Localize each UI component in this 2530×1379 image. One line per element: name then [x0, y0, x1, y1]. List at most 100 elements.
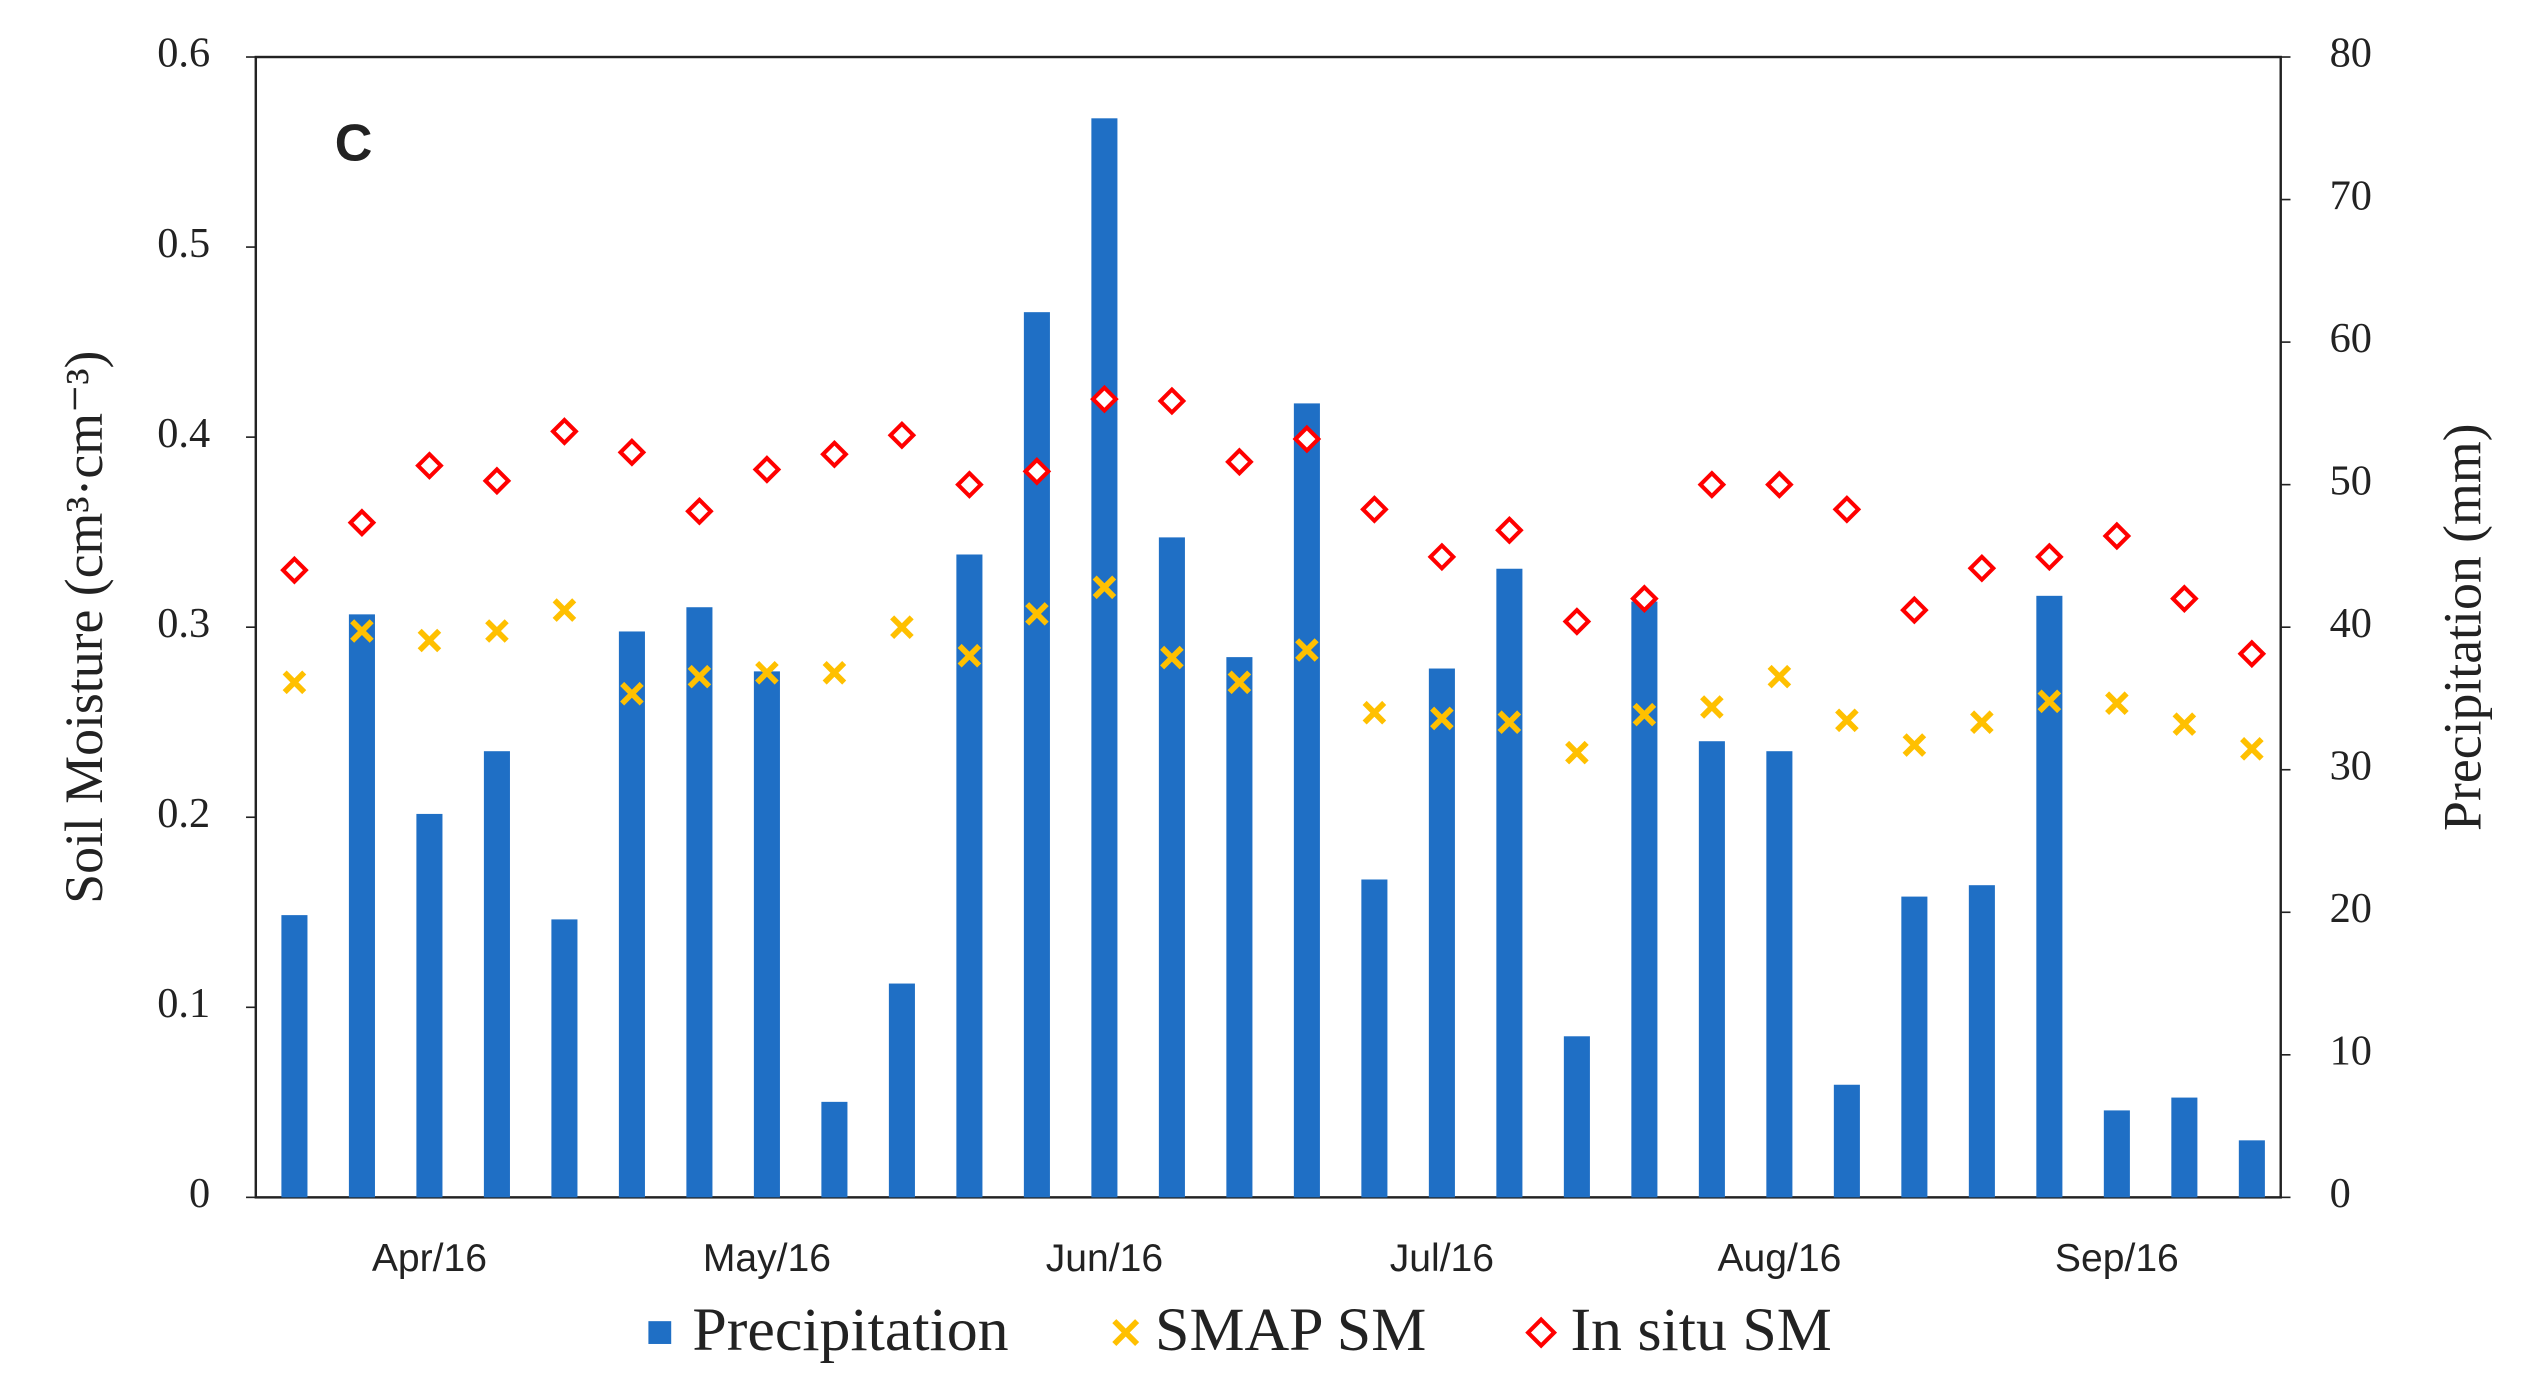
diamond-marker — [2035, 542, 2064, 572]
x-marker — [2240, 737, 2264, 761]
diamond-marker — [820, 439, 849, 469]
legend-swatch — [648, 1321, 672, 1344]
x-marker — [1902, 733, 1927, 757]
diamond-marker — [617, 438, 647, 467]
diamond-marker — [1630, 584, 1659, 613]
bar — [956, 554, 983, 1198]
bar — [2036, 595, 2063, 1198]
diamond-marker — [2170, 584, 2199, 613]
x-marker — [1565, 740, 1589, 765]
diamond-marker — [955, 470, 984, 499]
x-marker — [1970, 710, 1994, 735]
bar — [483, 751, 510, 1198]
bar — [2238, 1140, 2265, 1198]
diamond-marker — [1495, 515, 1524, 545]
y-tick-label: 0.5 — [157, 220, 210, 267]
bar — [416, 813, 443, 1198]
bar — [1361, 879, 1388, 1198]
y-tick-label: 0.6 — [157, 30, 210, 77]
y2-axis-title: Precipitation (mm) — [2432, 423, 2492, 831]
x-marker — [2105, 691, 2129, 716]
y2-tick-label: 70 — [2330, 172, 2372, 219]
bar — [1091, 118, 1118, 1198]
diamond-marker — [347, 508, 377, 537]
bar — [1833, 1084, 1860, 1198]
bar — [1698, 741, 1725, 1198]
bar — [2171, 1097, 2198, 1198]
x-marker — [822, 661, 847, 685]
y2-tick-label: 50 — [2330, 457, 2372, 504]
diamond-marker — [1022, 457, 1052, 486]
x-marker — [350, 619, 374, 643]
x-marker — [1092, 575, 1117, 600]
diamond-marker — [752, 455, 782, 484]
x-marker — [417, 628, 442, 653]
x-marker — [957, 643, 982, 668]
bar — [348, 614, 375, 1198]
y-tick-label: 0.3 — [157, 600, 210, 647]
x-marker — [1497, 710, 1522, 735]
bar — [1563, 1036, 1590, 1198]
diamond-marker — [1765, 470, 1794, 499]
diamond-marker — [1967, 553, 1997, 583]
x-marker — [1227, 670, 1252, 695]
diamond-marker — [550, 417, 579, 446]
x-marker — [1430, 706, 1454, 731]
bar — [1901, 896, 1928, 1198]
bar — [551, 919, 578, 1198]
y-tick-label: 0.2 — [157, 790, 210, 837]
bar — [821, 1101, 848, 1198]
legend-label: In situ SM — [1570, 1296, 1831, 1364]
x-marker — [485, 619, 509, 643]
x-tick-label: Apr/16 — [372, 1237, 487, 1280]
diamond-marker — [887, 420, 917, 450]
x-marker — [620, 681, 644, 706]
bar — [1158, 537, 1185, 1198]
diamond-marker — [1090, 384, 1119, 414]
diamond-marker — [280, 555, 309, 585]
bar — [1968, 885, 1995, 1198]
x-marker — [2172, 712, 2197, 736]
x-marker — [1160, 645, 1184, 670]
diamond-marker — [1292, 424, 1322, 454]
diamond-marker — [2237, 639, 2267, 669]
diamond-marker — [1697, 470, 1727, 499]
diamond-marker — [1157, 386, 1187, 416]
x-marker — [890, 615, 914, 639]
y2-tick-label: 40 — [2330, 600, 2372, 647]
legend-label: Precipitation — [692, 1296, 1008, 1364]
x-marker — [1362, 700, 1387, 725]
y-tick-label: 0 — [189, 1170, 210, 1217]
x-marker — [2037, 689, 2062, 714]
bar — [753, 671, 780, 1198]
x-marker — [687, 664, 712, 689]
diamond-marker — [1427, 542, 1457, 572]
x-marker — [1632, 702, 1657, 727]
y2-tick-label: 20 — [2330, 885, 2372, 932]
bar — [2103, 1110, 2130, 1198]
x-marker — [1025, 602, 1049, 626]
diamond-marker — [1900, 595, 1929, 625]
diamond-marker — [2102, 521, 2132, 551]
diamond-marker — [685, 496, 714, 526]
x-marker — [1835, 708, 1859, 733]
diamond-marker — [1832, 495, 1862, 524]
annotation: C — [335, 114, 373, 172]
bar — [281, 915, 308, 1198]
x-marker — [1700, 695, 1724, 719]
legend-swatch — [1525, 1316, 1558, 1349]
x-tick-label: Aug/16 — [1717, 1237, 1841, 1280]
y-tick-label: 0.1 — [157, 980, 210, 1027]
bar — [686, 607, 713, 1198]
legend-swatch — [1112, 1319, 1140, 1346]
y-axis-title: Soil Moisture (cm³·cm⁻³) — [54, 351, 114, 904]
diamond-marker — [415, 451, 444, 480]
x-marker — [282, 670, 307, 695]
diamond-marker — [1225, 447, 1254, 477]
x-marker — [552, 598, 577, 622]
y2-tick-label: 80 — [2330, 30, 2372, 77]
y2-tick-label: 30 — [2330, 742, 2372, 789]
bar — [1293, 403, 1320, 1198]
